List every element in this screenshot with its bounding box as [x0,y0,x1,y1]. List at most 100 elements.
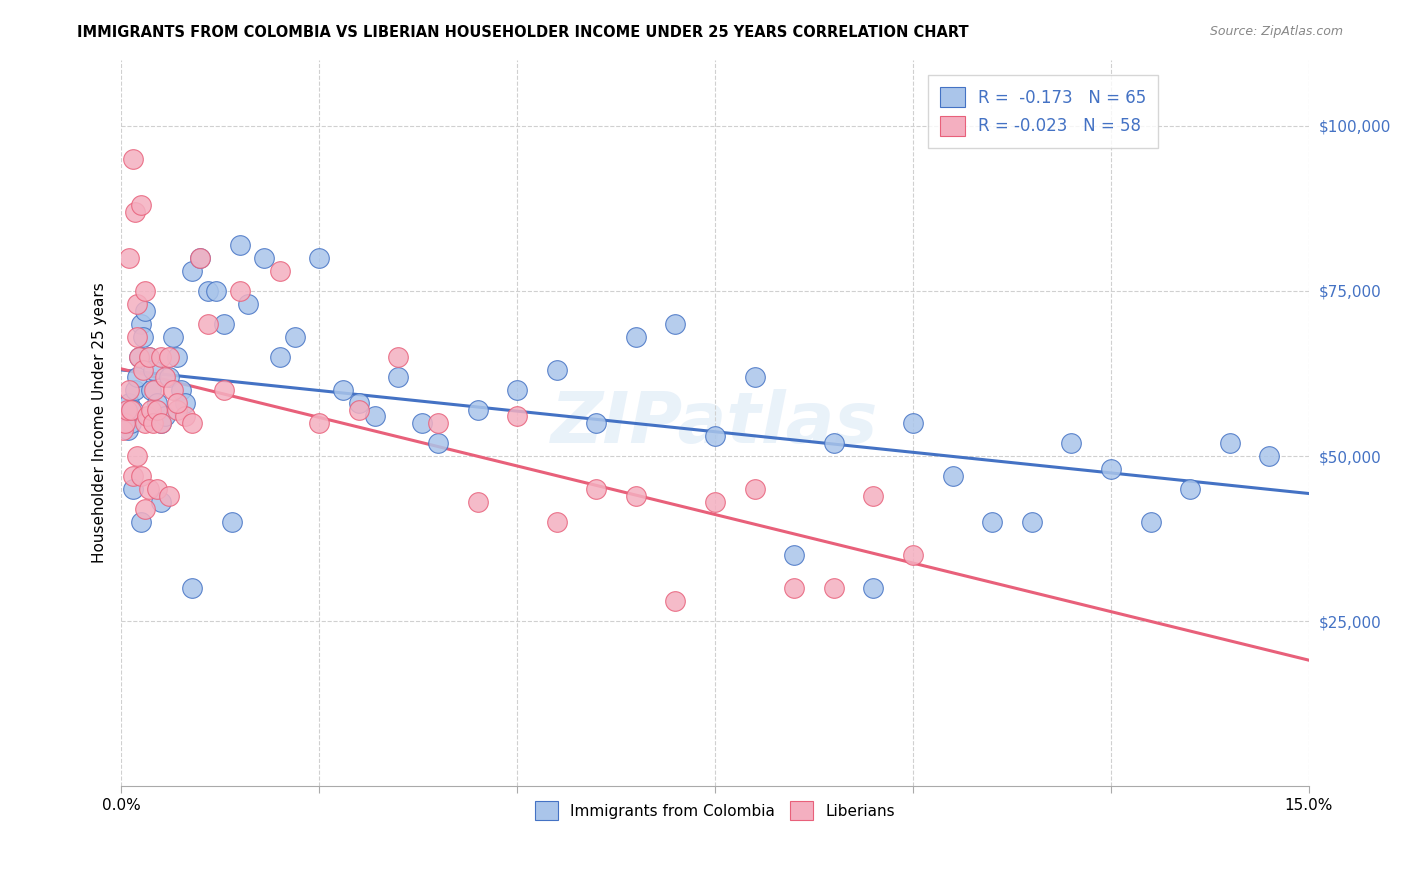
Point [823,581,845,595]
Point [1139,515,1161,529]
Point [157,489,180,503]
Point [134,284,156,298]
Point [664,317,686,331]
Point [120,402,142,417]
Point [128,350,150,364]
Point [129,198,152,212]
Point [704,429,727,443]
Point [122,469,145,483]
Point [143,383,166,397]
Point [862,489,884,503]
Point [546,515,568,529]
Point [284,330,307,344]
Point [308,416,330,430]
Point [823,435,845,450]
Point [190,251,212,265]
Point [162,383,184,397]
Point [120,416,142,430]
Point [166,350,188,364]
Point [128,350,150,364]
Point [1219,435,1241,450]
Point [901,548,924,562]
Point [149,416,172,430]
Point [153,369,176,384]
Point [1258,449,1281,463]
Point [141,402,163,417]
Text: IMMIGRANTS FROM COLOMBIA VS LIBERIAN HOUSEHOLDER INCOME UNDER 25 YEARS CORRELATI: IMMIGRANTS FROM COLOMBIA VS LIBERIAN HOU… [77,25,969,40]
Point [205,284,228,298]
Point [229,237,252,252]
Point [426,416,449,430]
Point [236,297,259,311]
Point [162,330,184,344]
Point [181,416,204,430]
Point [146,482,169,496]
Point [129,317,152,331]
Point [269,264,291,278]
Point [181,264,204,278]
Point [190,251,212,265]
Point [122,152,145,166]
Point [467,402,489,417]
Point [135,409,157,424]
Point [253,251,276,265]
Y-axis label: Householder Income Under 25 years: Householder Income Under 25 years [93,283,107,564]
Point [387,350,409,364]
Point [111,423,134,437]
Point [124,383,146,397]
Point [173,396,195,410]
Point [114,416,136,430]
Point [467,495,489,509]
Point [585,482,607,496]
Point [197,317,219,331]
Point [411,416,433,430]
Point [169,383,191,397]
Point [138,350,160,364]
Point [166,402,188,417]
Point [664,594,686,608]
Point [901,416,924,430]
Point [122,402,145,417]
Point [212,383,235,397]
Point [146,402,169,417]
Point [624,489,647,503]
Point [783,548,806,562]
Point [347,402,370,417]
Point [704,495,727,509]
Point [426,435,449,450]
Point [546,363,568,377]
Point [506,409,529,424]
Point [124,204,146,219]
Point [142,363,165,377]
Point [173,409,195,424]
Point [117,423,139,437]
Point [125,449,148,463]
Point [114,409,136,424]
Point [1099,462,1122,476]
Point [229,284,252,298]
Point [141,383,163,397]
Point [122,482,145,496]
Point [125,330,148,344]
Point [125,297,148,311]
Point [132,330,155,344]
Point [744,482,766,496]
Point [942,469,965,483]
Point [347,396,370,410]
Point [118,396,141,410]
Point [149,416,172,430]
Point [363,409,385,424]
Point [387,369,409,384]
Point [115,402,138,417]
Point [862,581,884,595]
Point [506,383,529,397]
Point [129,469,152,483]
Point [129,515,152,529]
Point [624,330,647,344]
Point [149,495,172,509]
Point [1021,515,1043,529]
Point [981,515,1004,529]
Point [142,416,165,430]
Point [125,369,148,384]
Point [157,369,180,384]
